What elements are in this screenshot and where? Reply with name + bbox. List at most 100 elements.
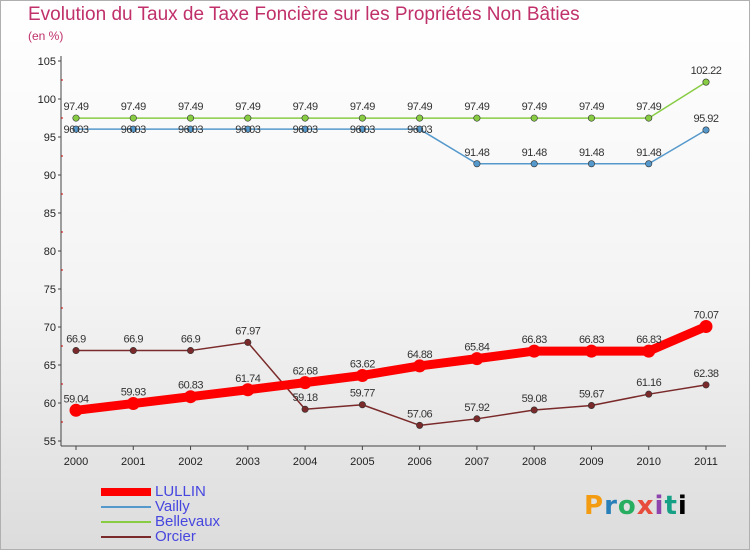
- x-tick-label: 2001: [121, 456, 145, 468]
- data-label-bellevaux: 97.49: [121, 101, 146, 113]
- data-point-orcier: [72, 347, 80, 355]
- data-point-lullin: [126, 397, 140, 411]
- x-tick-label: 2011: [694, 456, 718, 468]
- data-label-bellevaux: 97.49: [407, 101, 432, 113]
- y-tick-label: 85: [44, 208, 56, 220]
- data-label-vailly: 96.03: [235, 124, 260, 136]
- data-label-orcier: 59.77: [350, 388, 375, 400]
- data-label-bellevaux: 102.22: [691, 65, 722, 77]
- data-label-orcier: 61.16: [636, 377, 661, 389]
- x-tick-label: 2003: [236, 456, 260, 468]
- data-label-bellevaux: 97.49: [636, 101, 661, 113]
- data-label-orcier: 66.9: [66, 334, 86, 346]
- legend-label-bellevaux: Bellevaux: [155, 513, 221, 530]
- data-label-lullin: 59.93: [121, 387, 146, 399]
- data-point-bellevaux: [72, 114, 80, 122]
- data-point-vailly: [702, 126, 710, 134]
- data-label-orcier: 59.18: [293, 392, 318, 404]
- data-point-lullin: [241, 383, 255, 397]
- data-label-lullin: 66.83: [522, 334, 547, 346]
- series-line-orcier: [75, 341, 707, 427]
- data-point-bellevaux: [416, 114, 424, 122]
- legend-swatch-lullin: [101, 487, 151, 496]
- data-label-lullin: 65.84: [464, 342, 489, 354]
- data-label-bellevaux: 97.49: [293, 101, 318, 113]
- data-point-vailly: [587, 160, 595, 168]
- data-point-lullin: [527, 344, 541, 358]
- data-label-orcier: 66.9: [181, 334, 201, 346]
- series-line-bellevaux: [75, 81, 707, 119]
- data-point-bellevaux: [530, 114, 538, 122]
- data-point-bellevaux: [187, 114, 195, 122]
- data-point-bellevaux: [702, 78, 710, 86]
- y-tick-label: 60: [44, 398, 56, 410]
- x-tick-label: 2002: [178, 456, 202, 468]
- data-point-lullin: [355, 368, 369, 382]
- legend-swatch-orcier: [101, 535, 151, 538]
- legend-item-orcier: Orcier: [101, 529, 220, 544]
- data-label-lullin: 66.83: [579, 334, 604, 346]
- legend-swatch-bellevaux: [101, 520, 151, 523]
- data-point-orcier: [301, 405, 309, 413]
- data-label-bellevaux: 97.49: [63, 101, 88, 113]
- data-point-bellevaux: [645, 114, 653, 122]
- data-label-vailly: 96.03: [407, 124, 432, 136]
- x-tick-label: 2004: [293, 456, 317, 468]
- data-label-lullin: 59.04: [63, 393, 88, 405]
- series-line-vailly: [75, 128, 707, 165]
- data-label-vailly: 95.92: [693, 113, 718, 125]
- data-point-vailly: [301, 125, 309, 133]
- legend-item-vailly: Vailly: [101, 499, 220, 514]
- data-point-lullin: [298, 376, 312, 390]
- series-line-lullin: [71, 321, 711, 415]
- data-label-vailly: 96.03: [63, 124, 88, 136]
- x-tick-label: 2010: [636, 456, 660, 468]
- chart-subtitle: (en %): [28, 29, 64, 43]
- data-label-vailly: 96.03: [350, 124, 375, 136]
- data-point-vailly: [645, 160, 653, 168]
- data-point-vailly: [72, 125, 80, 133]
- data-point-lullin: [184, 390, 198, 404]
- data-point-vailly: [416, 125, 424, 133]
- data-point-vailly: [530, 160, 538, 168]
- y-tick-label: 65: [44, 360, 56, 372]
- data-point-bellevaux: [129, 114, 137, 122]
- data-point-vailly: [244, 125, 252, 133]
- data-point-lullin: [699, 319, 713, 333]
- legend-label-vailly: Vailly: [155, 498, 190, 515]
- data-point-orcier: [645, 390, 653, 398]
- data-label-bellevaux: 97.49: [522, 101, 547, 113]
- data-point-bellevaux: [587, 114, 595, 122]
- data-label-lullin: 62.68: [293, 366, 318, 378]
- legend-item-lullin: LULLIN: [101, 484, 220, 499]
- data-point-vailly: [358, 125, 366, 133]
- x-tick-label: 2000: [64, 456, 88, 468]
- y-tick-label: 105: [38, 56, 56, 68]
- data-label-lullin: 64.88: [407, 349, 432, 361]
- data-label-lullin: 63.62: [350, 358, 375, 370]
- chart-title: Evolution du Taux de Taxe Foncière sur l…: [28, 4, 580, 25]
- data-point-bellevaux: [244, 114, 252, 122]
- y-tick-label: 95: [44, 132, 56, 144]
- data-point-orcier: [187, 347, 195, 355]
- data-point-bellevaux: [358, 114, 366, 122]
- data-label-lullin: 66.83: [636, 334, 661, 346]
- data-point-orcier: [587, 402, 595, 410]
- data-label-orcier: 59.67: [579, 389, 604, 401]
- y-tick-label: 90: [44, 170, 56, 182]
- data-label-vailly: 96.03: [178, 124, 203, 136]
- legend-label-orcier: Orcier: [155, 528, 196, 545]
- legend: LULLIN Vailly Bellevaux Orcier: [101, 484, 220, 544]
- data-label-orcier: 59.08: [522, 393, 547, 405]
- data-point-vailly: [473, 160, 481, 168]
- data-point-orcier: [129, 347, 137, 355]
- data-point-orcier: [702, 381, 710, 389]
- data-label-lullin: 70.07: [693, 309, 718, 321]
- x-tick-label: 2007: [465, 456, 489, 468]
- data-label-orcier: 62.38: [693, 368, 718, 380]
- data-point-bellevaux: [473, 114, 481, 122]
- data-label-vailly: 91.48: [464, 147, 489, 159]
- legend-item-bellevaux: Bellevaux: [101, 514, 220, 529]
- data-point-orcier: [358, 401, 366, 409]
